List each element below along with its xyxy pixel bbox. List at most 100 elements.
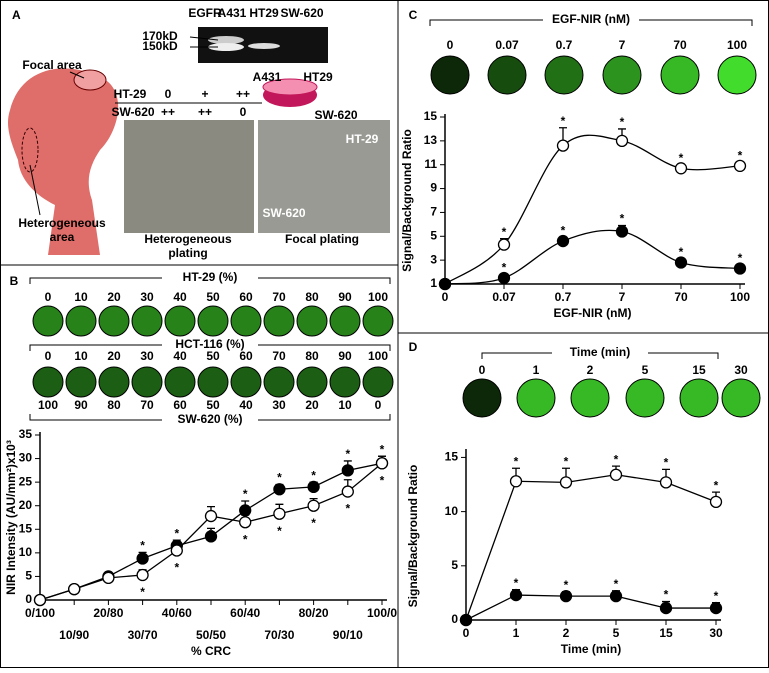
header: SW-620 (%): [177, 412, 242, 426]
data-point: [674, 256, 688, 269]
data-point: [136, 552, 149, 565]
micrograph-label: SW-620: [262, 206, 305, 220]
data-point: [709, 495, 723, 509]
well: [263, 305, 295, 337]
micrograph: [258, 120, 390, 233]
significance-marker: *: [620, 212, 625, 226]
y-tick-label: 13: [424, 133, 438, 147]
significance-marker: *: [561, 224, 566, 238]
significance-marker: *: [564, 578, 569, 592]
well-label: 50: [206, 398, 220, 412]
significance-marker: *: [664, 588, 669, 602]
well: [164, 305, 196, 337]
data-point: [459, 613, 473, 627]
significance-marker: *: [277, 471, 282, 485]
well: [197, 305, 229, 337]
gel-band: [208, 36, 244, 44]
well: [230, 366, 262, 398]
significance-marker: *: [174, 561, 179, 575]
well: [362, 305, 394, 337]
significance-marker: *: [679, 245, 684, 259]
data-point: [341, 485, 354, 498]
y-tick-label: 25: [19, 474, 33, 488]
x-tick-label: 10/90: [59, 628, 89, 642]
x-tick-label: 100/0: [367, 606, 397, 620]
significance-marker: *: [174, 526, 179, 540]
panel-label: D: [409, 340, 418, 354]
y-tick-label: 9: [430, 181, 437, 195]
well-label: 90: [338, 349, 352, 363]
y-tick-label: 10: [19, 545, 33, 559]
micrograph-label: HT-29: [346, 132, 379, 146]
well-label: 20: [107, 349, 121, 363]
panel-label: B: [10, 274, 19, 288]
x-tick-label: 0: [463, 626, 470, 640]
y-tick-label: 3: [430, 252, 437, 266]
header: HCT-116 (%): [175, 337, 244, 351]
well-label: 1: [533, 363, 540, 377]
data-point: [609, 468, 623, 481]
y-tick-label: 0: [25, 592, 32, 606]
well-label: 90: [74, 398, 88, 412]
arrow: [29, 164, 41, 216]
significance-marker: *: [679, 151, 684, 165]
y-tick-label: 30: [19, 451, 33, 465]
y-tick-label: 7: [430, 205, 437, 219]
well: [263, 366, 295, 398]
significance-marker: *: [277, 524, 282, 538]
caption: Heterogeneous: [144, 232, 232, 246]
bracket-gap: [162, 412, 258, 428]
well-label: 2: [587, 363, 594, 377]
y-tick-label: 11: [424, 157, 437, 171]
panel-label: A: [12, 8, 21, 22]
significance-marker: *: [561, 114, 566, 128]
x-tick-label: 0.7: [555, 290, 572, 304]
table-cell: 0: [240, 105, 247, 119]
significance-marker: *: [738, 251, 743, 265]
well-label: 40: [173, 349, 187, 363]
well: [329, 305, 361, 337]
dish-label: A431: [253, 70, 282, 84]
well-label: 90: [338, 290, 352, 304]
well: [32, 305, 64, 337]
x-tick-label: 2: [563, 626, 570, 640]
data-point: [273, 483, 286, 496]
panel-label: C: [409, 8, 418, 22]
y-axis-label: Signal/Background Ratio: [406, 465, 420, 608]
well-label: 30: [272, 398, 286, 412]
table-cell: HT-29: [114, 87, 147, 101]
x-tick-label: 30/70: [128, 628, 158, 642]
y-axis-label: NIR Intensity (AU/mm²)x10³: [4, 440, 18, 595]
well: [98, 366, 130, 398]
x-tick-label: 60/40: [230, 606, 260, 620]
well-label: 70: [673, 38, 687, 52]
bracket-gap: [162, 337, 258, 353]
well-label: 0.7: [556, 38, 573, 52]
diagram-label: Focal area: [22, 58, 82, 72]
y-tick-label: 15: [424, 109, 438, 123]
significance-marker: *: [140, 585, 145, 599]
well-label: 60: [239, 349, 253, 363]
well-label: 100: [368, 349, 388, 363]
well-label: 100: [368, 290, 388, 304]
well: [230, 305, 262, 337]
x-tick-label: 40/60: [162, 606, 192, 620]
well: [516, 378, 556, 418]
significance-marker: *: [380, 442, 385, 456]
well-label: 80: [305, 349, 319, 363]
y-tick-label: 15: [19, 521, 33, 535]
well: [430, 55, 470, 95]
table-cell: ++: [236, 87, 250, 101]
x-tick-label: 15: [659, 626, 673, 640]
well-label: 10: [74, 349, 88, 363]
well-label: 30: [734, 363, 748, 377]
well-label: 0: [447, 38, 454, 52]
data-point: [615, 134, 629, 148]
bracket-gap: [552, 345, 648, 361]
table-cell: +: [201, 87, 208, 101]
dish-label: HT29: [303, 70, 333, 84]
well-label: 20: [305, 398, 319, 412]
significance-marker: *: [664, 456, 669, 470]
well-label: 30: [140, 349, 154, 363]
well: [544, 55, 584, 95]
